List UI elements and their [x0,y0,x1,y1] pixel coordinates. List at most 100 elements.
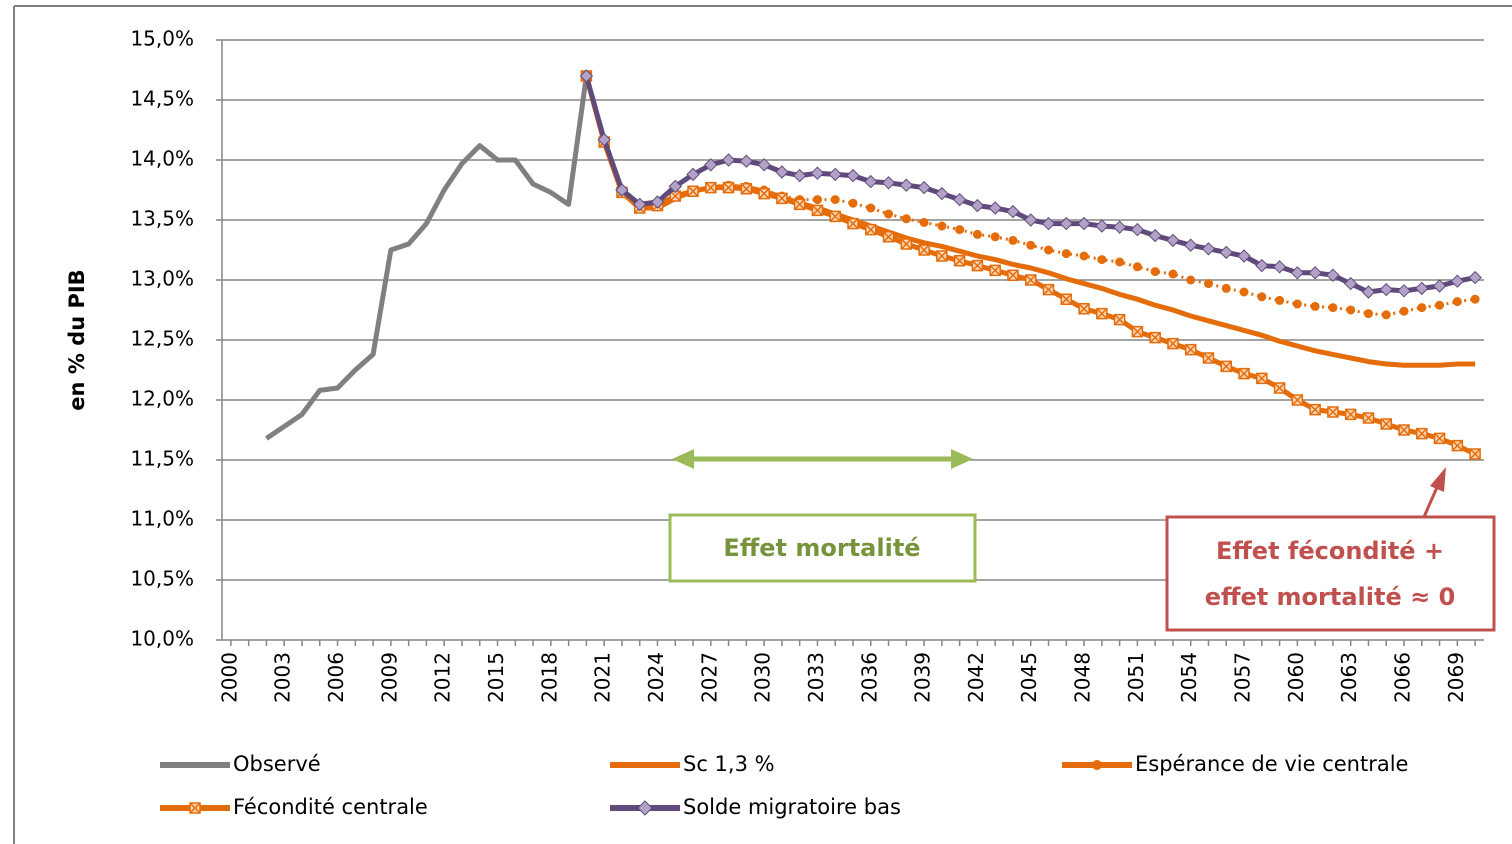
point [1041,216,1056,231]
legend-marker [637,800,653,816]
point [848,198,858,208]
series-line [265,75,589,441]
point [1327,406,1339,418]
x-tick-label: 2069 [1444,652,1468,703]
point [864,174,878,189]
legend-item: Espérance de vie centrale [1062,752,1408,776]
point [1272,260,1287,274]
point [1149,331,1161,344]
point [988,201,1002,215]
arrow-head [672,449,694,469]
point [917,180,931,195]
point [758,187,770,200]
point [1362,412,1375,424]
point [1096,307,1108,320]
legend-item: Observé [160,752,321,776]
legend-item: Fécondité centrale [160,795,428,819]
point [1131,325,1144,338]
point [793,198,806,211]
point [1095,219,1109,233]
series-line [583,75,1476,295]
point [1273,382,1286,394]
point [1097,255,1107,265]
point [705,181,717,194]
point [1361,285,1376,299]
annotation-box [668,513,977,583]
x-tick-label: 2045 [1017,652,1041,703]
point [935,186,949,201]
x-tick-label: 2042 [964,652,988,703]
point [1220,360,1233,373]
point [828,167,842,182]
x-tick-label: 2039 [911,652,935,703]
point [1061,249,1071,259]
point [1112,220,1127,234]
point [884,209,894,219]
x-tick-label: 2063 [1337,652,1361,703]
point [1077,216,1091,231]
point [952,192,967,207]
point [1148,228,1162,243]
annotation-text: Effet fécondité + [1216,537,1444,565]
series-line [583,75,1477,457]
point [1398,424,1410,436]
x-tick-label: 2066 [1391,652,1415,703]
point [1328,303,1338,313]
x-tick-label: 2054 [1177,652,1201,703]
y-tick-label: 11,5% [130,447,194,471]
point [1201,242,1216,256]
point [1132,262,1142,272]
point [1025,274,1037,286]
annotation-text: effet mortalité ≈ 0 [1205,583,1456,611]
point [1450,274,1465,288]
legend-label: Espérance de vie centrale [1135,752,1408,776]
point [810,166,825,180]
point [1346,305,1356,315]
point [1238,367,1250,380]
x-tick-label: 2051 [1124,652,1148,703]
point [1343,276,1358,291]
point [1290,266,1305,280]
point [1186,275,1196,285]
point [1006,204,1020,219]
point [1292,299,1302,309]
point [882,231,895,243]
point [1381,310,1391,320]
point [1291,394,1304,406]
point [721,153,736,167]
point [989,264,1001,277]
point [1399,306,1409,316]
point [1310,301,1320,311]
point [1168,269,1178,279]
point [1115,257,1125,267]
x-tick-label: 2006 [324,652,348,703]
x-tick-label: 2018 [537,652,561,703]
point [792,168,807,183]
point [919,217,929,227]
point [775,165,789,179]
x-tick-label: 2057 [1231,652,1255,703]
point [668,179,682,194]
y-axis-label: en % du PIB [65,269,89,410]
point [829,210,841,223]
x-tick-label: 2033 [804,652,828,703]
series [265,75,589,441]
point [1397,284,1411,298]
point [936,250,948,262]
point [866,203,876,213]
point [1078,303,1090,315]
point [1255,258,1269,273]
point [632,197,647,212]
point [899,178,914,192]
point [704,158,718,172]
x-tick-label: 2036 [857,652,881,703]
point [1379,282,1393,297]
point [1432,279,1447,293]
x-tick-label: 2000 [217,652,241,703]
point [597,132,611,147]
legend-label: Fécondité centrale [233,795,428,819]
y-tick-label: 12,5% [130,327,194,351]
legend-marker [1092,760,1102,770]
point [1452,297,1462,307]
point [1326,268,1340,282]
